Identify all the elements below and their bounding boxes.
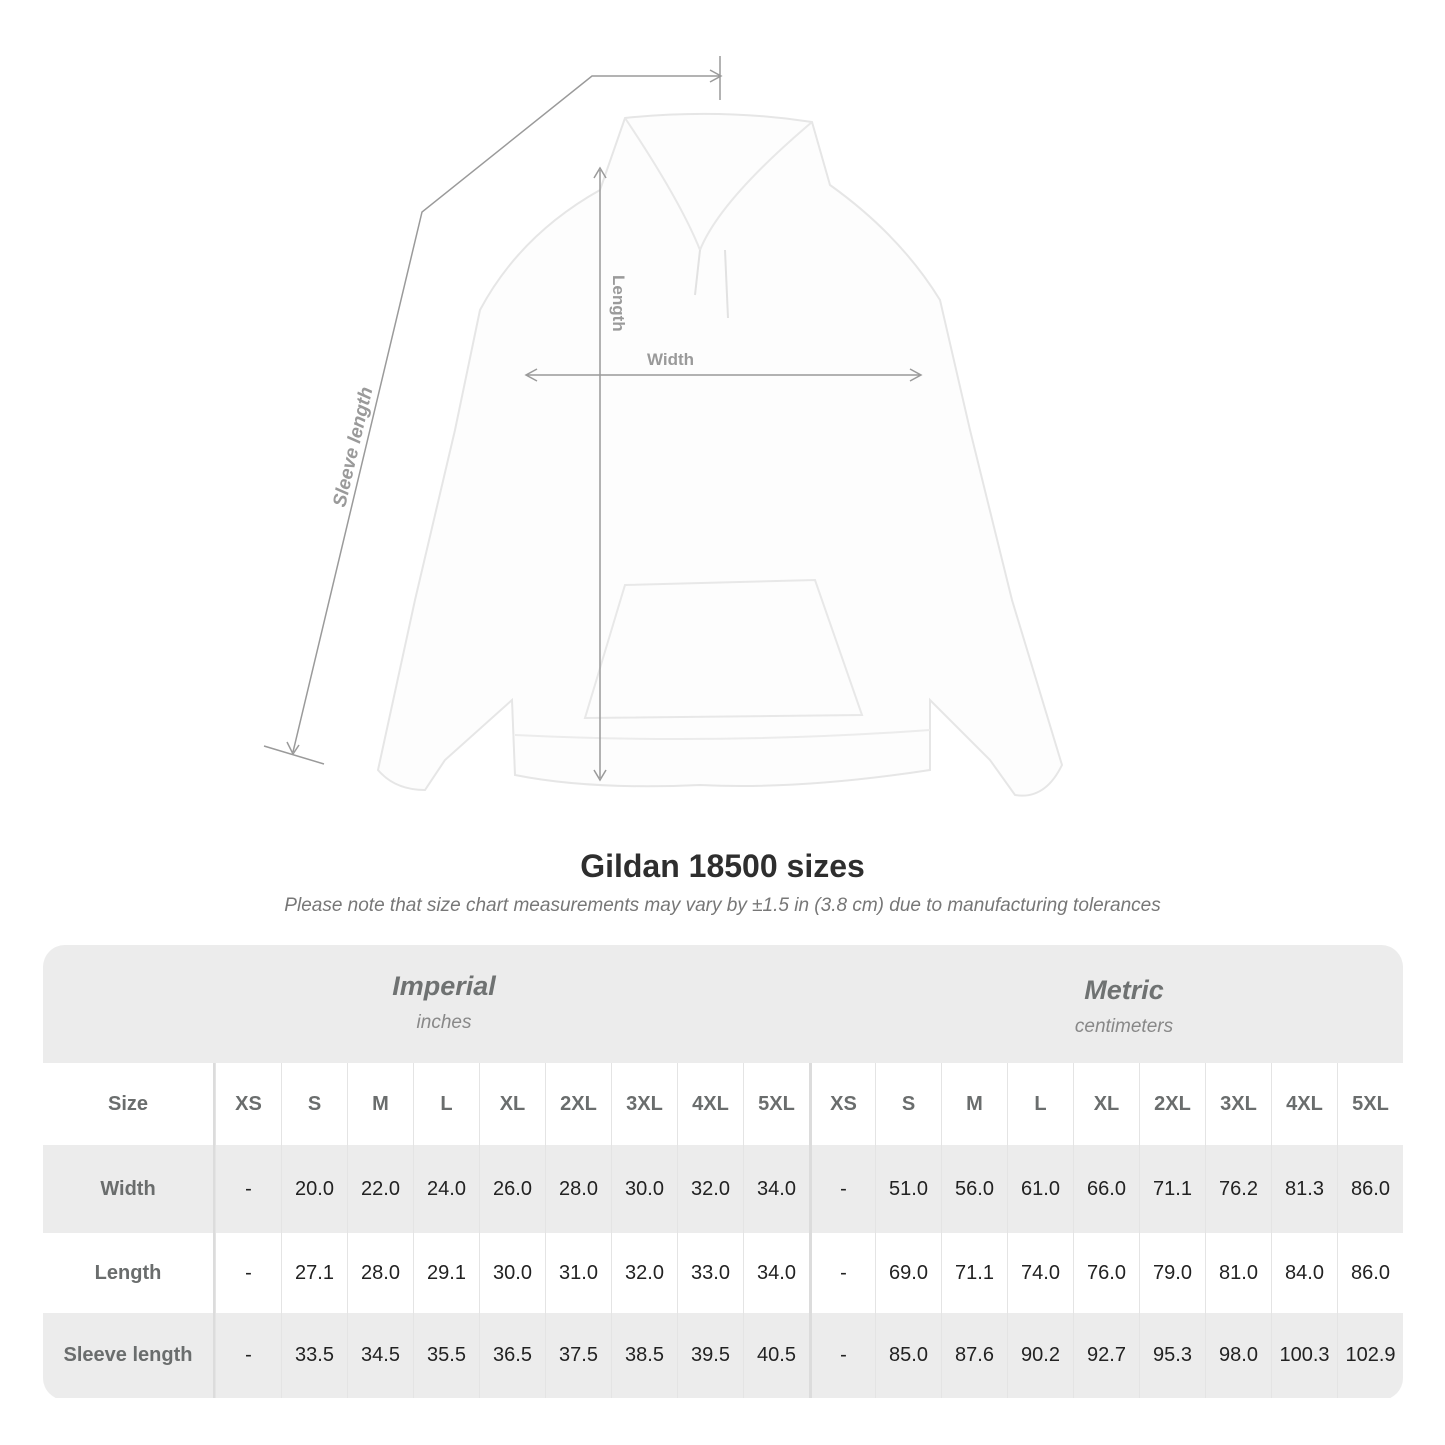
table-cell: 28.0 [347,1233,413,1313]
table-cell: 69.0 [875,1233,941,1313]
table-cell: 30.0 [479,1233,545,1313]
table-cell: 76.2 [1205,1145,1271,1233]
table-cell: - [215,1233,281,1313]
table-cell: 30.0 [611,1145,677,1233]
hoodie-image [376,112,1064,797]
table-cell: 33.5 [281,1313,347,1398]
table-cell: 100.3 [1271,1313,1337,1398]
table-cell: 85.0 [875,1313,941,1398]
row-label-sleeve-length: Sleeve length [43,1313,215,1398]
metric-size-header-3xl: 3XL [1205,1063,1271,1145]
table-cell: 38.5 [611,1313,677,1398]
size-header-label: Size [43,1063,215,1145]
table-cell: - [215,1145,281,1233]
table-cell: 35.5 [413,1313,479,1398]
table-cell: 92.7 [1073,1313,1139,1398]
table-cell: 24.0 [413,1145,479,1233]
table-cell: 74.0 [1007,1233,1073,1313]
table-cell: 22.0 [347,1145,413,1233]
metric-size-header-m: M [941,1063,1007,1145]
table-cell: 39.5 [677,1313,743,1398]
table-cell: 79.0 [1139,1233,1205,1313]
table-cell: 32.0 [611,1233,677,1313]
table-cell: 33.0 [677,1233,743,1313]
table-cell: 81.3 [1271,1145,1337,1233]
table-cell: 90.2 [1007,1313,1073,1398]
table-cell: 98.0 [1205,1313,1271,1398]
table-cell: 36.5 [479,1313,545,1398]
metric-size-header-s: S [875,1063,941,1145]
imperial-size-header-s: S [281,1063,347,1145]
imperial-size-header-4xl: 4XL [677,1063,743,1145]
table-cell: 71.1 [1139,1145,1205,1233]
metric-title: Metric [1084,975,1164,1005]
table-cell: 87.6 [941,1313,1007,1398]
imperial-size-header-5xl: 5XL [743,1063,809,1145]
table-cell: - [809,1233,875,1313]
sleeve-length-label: Sleeve length [329,385,377,509]
table-cell: - [809,1313,875,1398]
row-label-width: Width [43,1145,215,1233]
metric-size-header-5xl: 5XL [1337,1063,1403,1145]
width-label: Width [647,350,694,369]
measurement-lines [263,56,923,782]
table-cell: 86.0 [1337,1233,1403,1313]
imperial-title: Imperial [392,971,496,1001]
table-cell: - [215,1313,281,1398]
page-title: Gildan 18500 sizes [580,848,865,884]
imperial-size-header-3xl: 3XL [611,1063,677,1145]
imperial-header: Imperial inches [43,945,845,1063]
table-cell: 56.0 [941,1145,1007,1233]
table-cell: 81.0 [1205,1233,1271,1313]
units-header: Imperial inches Metric centimeters [43,945,1403,1063]
table-cell: 20.0 [281,1145,347,1233]
hoodie-illustration: Length Width Sleeve length [263,56,1064,797]
table-cell: 61.0 [1007,1145,1073,1233]
imperial-size-header-m: M [347,1063,413,1145]
metric-size-header-xs: XS [809,1063,875,1145]
metric-header: Metric centimeters [845,945,1403,1063]
table-cell: 40.5 [743,1313,809,1398]
imperial-size-header-xs: XS [215,1063,281,1145]
size-table: Size XS S M L XL 2XL 3XL 4XL 5XL XS S M L XL 2XL 3XL 4XL 5… [43,1063,1403,1398]
table-cell: 95.3 [1139,1313,1205,1398]
sleeve-line [292,75,720,753]
table-cell: 34.0 [743,1233,809,1313]
table-cell: 32.0 [677,1145,743,1233]
table-cell: 27.1 [281,1233,347,1313]
metric-size-header-2xl: 2XL [1139,1063,1205,1145]
metric-size-header-l: L [1007,1063,1073,1145]
imperial-size-header-xl: XL [479,1063,545,1145]
table-cell: 37.5 [545,1313,611,1398]
imperial-size-header-2xl: 2XL [545,1063,611,1145]
size-chart: Imperial inches Metric centimeters Size X… [43,945,1403,1400]
table-cell: 84.0 [1271,1233,1337,1313]
imperial-size-header-l: L [413,1063,479,1145]
table-cell: 66.0 [1073,1145,1139,1233]
row-label-length: Length [43,1233,215,1313]
table-cell: 86.0 [1337,1145,1403,1233]
table-cell: 76.0 [1073,1233,1139,1313]
table-cell: 34.5 [347,1313,413,1398]
table-cell: - [809,1145,875,1233]
table-cell: 102.9 [1337,1313,1403,1398]
table-cell: 26.0 [479,1145,545,1233]
table-cell: 31.0 [545,1233,611,1313]
metric-size-header-4xl: 4XL [1271,1063,1337,1145]
table-cell: 34.0 [743,1145,809,1233]
length-label: Length [609,275,628,332]
table-cell: 71.1 [941,1233,1007,1313]
tolerance-note: Please note that size chart measurements… [284,895,1161,916]
table-cell: 51.0 [875,1145,941,1233]
table-cell: 28.0 [545,1145,611,1233]
table-cell: 29.1 [413,1233,479,1313]
imperial-unit: inches [416,1012,472,1033]
metric-size-header-xl: XL [1073,1063,1139,1145]
metric-unit: centimeters [1074,1016,1174,1037]
